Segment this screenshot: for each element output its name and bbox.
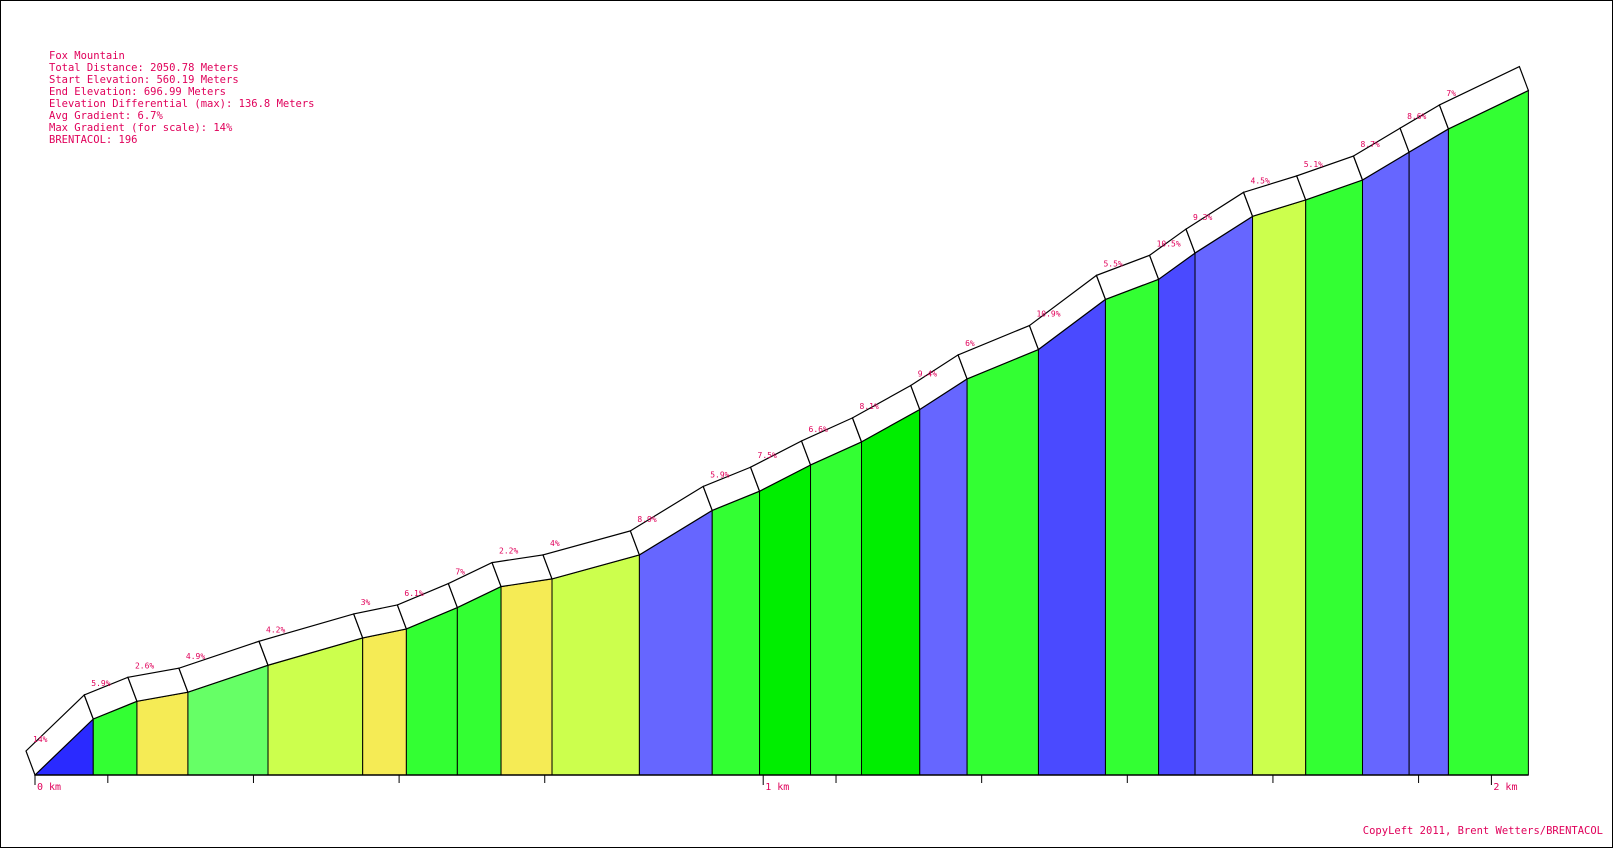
gradient-label-10: 4%: [550, 539, 560, 548]
gradient-segment-11: [638, 509, 713, 776]
route-title: Fox Mountain: [49, 50, 125, 62]
gradient-segment-23: [1305, 179, 1364, 776]
gradient-label-1: 14%: [33, 735, 48, 744]
gradient-segment-3: [136, 691, 189, 776]
gradient-label-4: 4.9%: [186, 652, 205, 661]
x-axis: 0 km 1 km 2 km: [34, 774, 1529, 793]
gradient-segment-6: [362, 628, 407, 776]
gradient-label-5: 4.2%: [266, 625, 285, 634]
gradient-segment-14: [810, 441, 863, 776]
end-elevation: End Elevation: 696.99 Meters: [49, 86, 227, 98]
gradient-segment-18: [1037, 298, 1106, 776]
gradient-label-12: 5.9%: [710, 470, 729, 479]
gradient-label-20: 10.5%: [1157, 239, 1181, 248]
gradient-segment-13: [759, 464, 812, 776]
gradient-segment-19: [1104, 278, 1160, 776]
road-band-26: [1438, 65, 1530, 130]
x-tick-label-1: 0 km: [37, 782, 61, 793]
gradient-segment-7: [405, 606, 458, 776]
avg-gradient: Avg Gradient: 6.7%: [49, 110, 163, 122]
gradient-label-8: 7%: [455, 568, 465, 577]
start-elevation: Start Elevation: 560.19 Meters: [49, 74, 239, 86]
gradient-segment-20: [1158, 252, 1196, 776]
gradient-label-16: 9.4%: [918, 369, 937, 378]
elevation-differential: Elevation Differential (max): 136.8 Mete…: [49, 98, 315, 110]
gradient-segment-22: [1252, 199, 1307, 776]
gradient-label-15: 8.1%: [860, 402, 879, 411]
gradient-segment-12: [711, 490, 761, 776]
gradient-segment-8: [456, 585, 502, 776]
gradient-label-9: 2.2%: [499, 547, 518, 556]
gradient-label-21: 9.3%: [1193, 213, 1212, 222]
gradient-segment-16: [919, 378, 968, 776]
x-tick-label-3: 2 km: [1493, 782, 1517, 793]
gradient-segment-25: [1408, 128, 1449, 776]
gradient-label-18: 10.9%: [1036, 310, 1060, 319]
brentacol-score: BRENTACOL: 196: [49, 134, 138, 146]
road-layer: [25, 65, 1530, 777]
gradient-segment-21: [1194, 215, 1254, 776]
gradient-label-2: 5.9%: [91, 679, 110, 688]
segments-layer: [33, 89, 1529, 776]
gradient-segment-26: [1447, 89, 1529, 776]
gradient-segment-17: [966, 348, 1039, 776]
x-tick-label-2: 1 km: [765, 782, 789, 793]
gradient-label-26: 7%: [1446, 89, 1456, 98]
gradient-label-24: 8.7%: [1361, 140, 1380, 149]
gradient-label-22: 4.5%: [1251, 176, 1270, 185]
gradient-label-14: 6.6%: [809, 425, 828, 434]
total-distance: Total Distance: 2050.78 Meters: [49, 62, 239, 74]
gradient-label-7: 6.1%: [404, 589, 423, 598]
route-info-panel: Fox Mountain Total Distance: 2050.78 Met…: [49, 50, 315, 146]
max-gradient: Max Gradient (for scale): 14%: [49, 122, 233, 134]
gradient-label-23: 5.1%: [1304, 160, 1323, 169]
gradient-label-25: 8.6%: [1407, 112, 1426, 121]
gradient-labels-layer: 14% 5.9% 2.6% 4.9% 4.2% 3% 6.1% 7% 2.2% 4% 8.9% 5.9…: [33, 89, 1456, 744]
gradient-label-11: 8.9%: [637, 515, 656, 524]
gradient-label-3: 2.6%: [135, 661, 154, 670]
gradient-segment-10: [551, 554, 640, 776]
gradient-label-17: 6%: [965, 339, 975, 348]
gradient-label-6: 3%: [361, 598, 371, 607]
gradient-label-19: 5.5%: [1103, 259, 1122, 268]
gradient-segment-15: [861, 408, 921, 776]
gradient-segment-24: [1362, 151, 1410, 776]
copyleft-notice: CopyLeft 2011, Brent Wetters/BRENTACOL: [1362, 825, 1603, 837]
gradient-segment-9: [500, 578, 553, 776]
gradient-label-13: 7.5%: [758, 451, 777, 460]
